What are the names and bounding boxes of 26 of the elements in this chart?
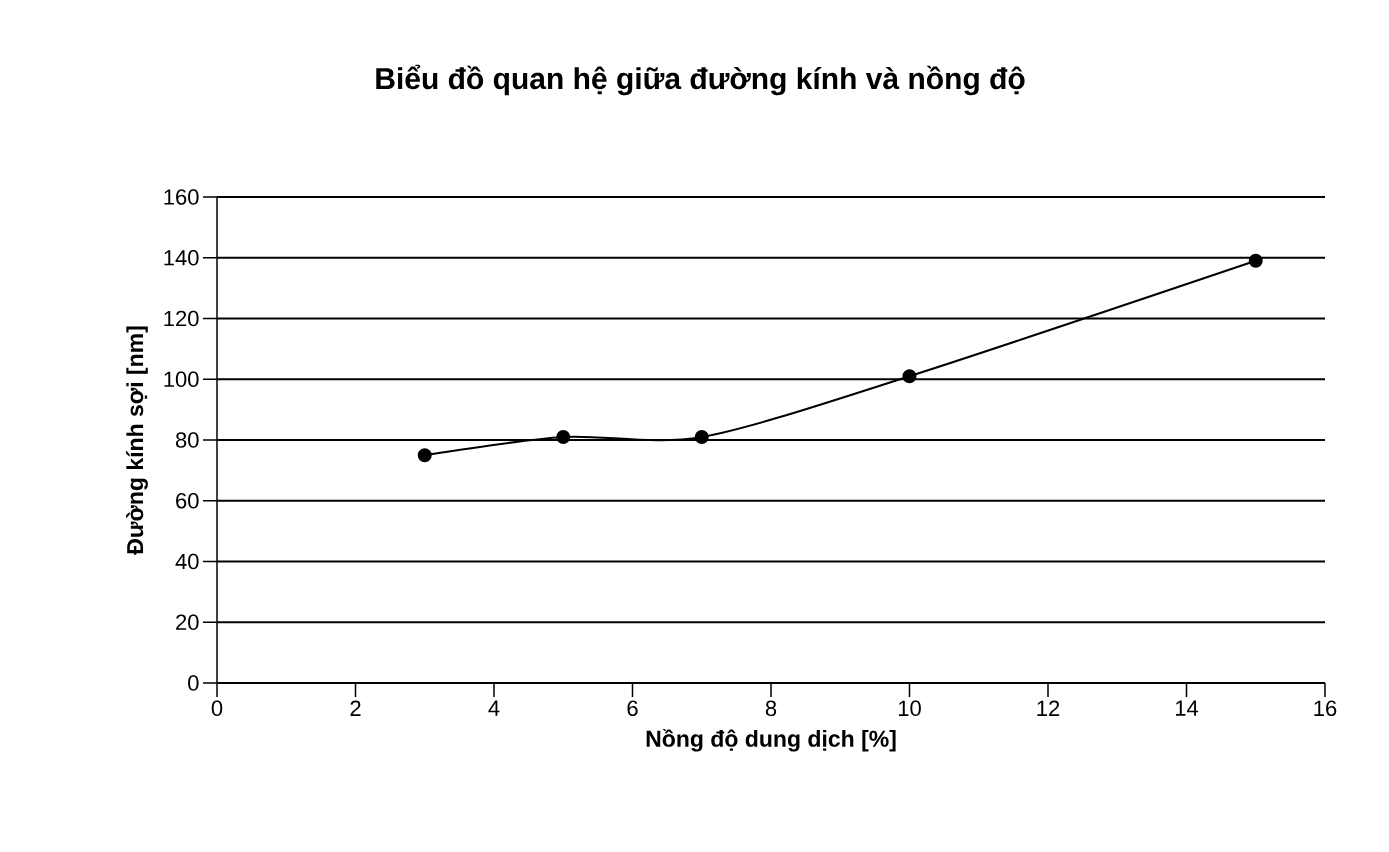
x-tick-label: 2 bbox=[350, 700, 361, 716]
x-tick-label: 14 bbox=[1175, 700, 1199, 716]
y-axis-title: Đường kính sợi [nm] bbox=[126, 326, 148, 555]
y-tick-label: 120 bbox=[164, 310, 199, 327]
point bbox=[556, 429, 571, 444]
y-tick-label: 160 bbox=[164, 189, 199, 205]
x-tick-label: 16 bbox=[1314, 700, 1337, 717]
x-tick-label: 0 bbox=[211, 700, 223, 717]
x-tick-label: 12 bbox=[1037, 700, 1060, 716]
y-tick-label: 60 bbox=[176, 492, 199, 509]
point bbox=[1248, 253, 1263, 268]
x-tick-label: 6 bbox=[627, 700, 638, 717]
point bbox=[902, 369, 917, 384]
chart-title: Biểu đồ quan hệ giữa đường kính và nồng độ bbox=[376, 64, 1025, 96]
x-tick-label: 4 bbox=[488, 700, 500, 716]
y-tick-label: 40 bbox=[175, 553, 199, 570]
y-tick-label: 140 bbox=[164, 249, 199, 266]
y-tick-label: 20 bbox=[176, 614, 199, 631]
y-tick-label: 80 bbox=[175, 432, 199, 448]
x-tick-label: 8 bbox=[765, 700, 777, 717]
point bbox=[694, 429, 709, 444]
x-axis-title: Nồng độ dung dịch [%] bbox=[646, 728, 896, 752]
point bbox=[417, 448, 432, 463]
y-tick-label: 100 bbox=[164, 371, 199, 388]
y-tick-label: 0 bbox=[188, 675, 199, 691]
x-tick-label: 10 bbox=[898, 700, 921, 717]
